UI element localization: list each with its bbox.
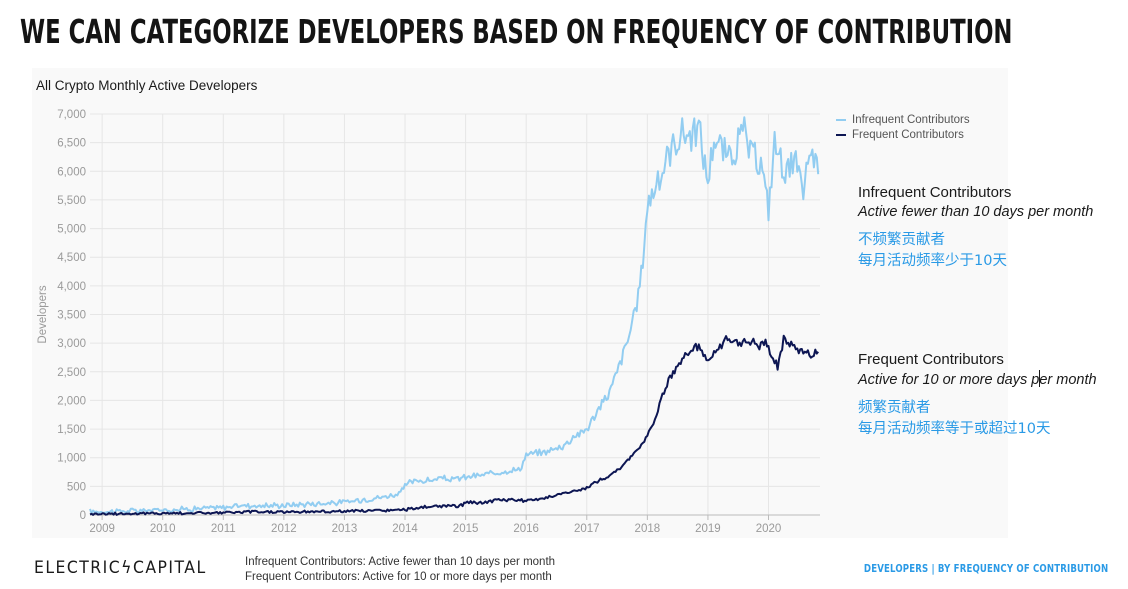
y-tick-label: 5,500 <box>57 195 86 207</box>
y-tick-label: 4,000 <box>57 281 86 293</box>
y-tick-label: 6,500 <box>57 138 86 150</box>
annotation-frequent-cn-desc: 每月活动频率等于或超过10天 <box>858 421 1051 437</box>
annotation-infrequent-subtitle: Active fewer than 10 days per month <box>858 204 1094 220</box>
legend-swatch-infrequent <box>836 118 846 121</box>
chart-legend: Infrequent Contributors Frequent Contrib… <box>836 112 970 142</box>
annotation-frequent-subtitle-b: er month <box>1039 372 1097 388</box>
x-tick-label: 2015 <box>453 523 479 535</box>
annotation-infrequent-cn-title: 不频繁贡献者 <box>858 232 945 248</box>
section-label: DEVELOPERS | BY FREQUENCY OF CONTRIBUTIO… <box>863 562 1108 575</box>
annotation-frequent: Frequent Contributors Active for 10 or m… <box>858 350 1097 440</box>
x-tick-label: 2019 <box>695 523 721 535</box>
slide-title: WE CAN CATEGORIZE DEVELOPERS BASED ON FR… <box>20 12 1013 51</box>
x-tick-label: 2013 <box>332 523 358 535</box>
annotation-infrequent-title: Infrequent Contributors <box>858 184 1012 201</box>
chart-title: All Crypto Monthly Active Developers <box>36 78 258 93</box>
y-tick-label: 0 <box>80 510 86 522</box>
x-tick-label: 2018 <box>635 523 661 535</box>
y-tick-label: 4,500 <box>57 252 86 264</box>
footer-note-infrequent: Infrequent Contributors: Active fewer th… <box>245 556 556 568</box>
annotation-frequent-title: Frequent Contributors <box>858 351 1004 368</box>
annotation-infrequent-cn-desc: 每月活动频率少于10天 <box>858 253 1007 269</box>
annotation-frequent-subtitle-a: Active for 10 or more days p <box>858 372 1040 388</box>
y-tick-label: 5,000 <box>57 224 86 236</box>
x-tick-label: 2016 <box>513 523 539 535</box>
series-line-infrequent <box>89 116 820 515</box>
x-tick-label: 2012 <box>271 523 297 535</box>
footer-note-frequent: Frequent Contributors: Active for 10 or … <box>245 571 552 583</box>
legend-item-infrequent: Infrequent Contributors <box>836 112 970 127</box>
annotation-frequent-cn-title: 频繁贡献者 <box>858 400 931 416</box>
logo-text-right: CAPITAL <box>132 558 207 578</box>
x-tick-label: 2009 <box>89 523 115 535</box>
chart-panel <box>32 68 1008 538</box>
text-cursor <box>1039 370 1041 387</box>
legend-item-frequent: Frequent Contributors <box>836 127 970 142</box>
y-tick-label: 1,000 <box>57 453 86 465</box>
electric-capital-logo: ELECTRICϟCAPITAL <box>34 558 207 578</box>
x-tick-label: 2017 <box>574 523 600 535</box>
x-tick-label: 2014 <box>392 523 418 535</box>
annotation-frequent-subtitle: Active for 10 or more days per month <box>858 370 1097 390</box>
y-tick-label: 1,500 <box>57 424 86 436</box>
legend-label-infrequent: Infrequent Contributors <box>852 113 970 126</box>
series-line-frequent <box>89 334 819 516</box>
y-tick-label: 7,000 <box>57 109 86 121</box>
x-tick-label: 2010 <box>150 523 176 535</box>
legend-label-frequent: Frequent Contributors <box>852 128 964 141</box>
y-tick-label: 2,000 <box>57 395 86 407</box>
x-tick-label: 2011 <box>211 523 236 535</box>
annotation-infrequent: Infrequent Contributors Active fewer tha… <box>858 183 1093 272</box>
y-tick-label: 3,000 <box>57 338 86 350</box>
legend-swatch-frequent <box>836 133 846 136</box>
y-axis-label: Developers <box>37 285 49 343</box>
x-tick-label: 2020 <box>756 523 782 535</box>
logo-text-left: ELECTRIC <box>34 558 122 578</box>
y-tick-label: 500 <box>67 481 86 493</box>
y-tick-label: 2,500 <box>57 367 86 379</box>
y-tick-label: 6,000 <box>57 166 86 178</box>
footer-notes: Infrequent Contributors: Active fewer th… <box>245 555 555 585</box>
y-tick-label: 3,500 <box>57 310 86 322</box>
lightning-bolt-icon: ϟ <box>121 558 133 578</box>
